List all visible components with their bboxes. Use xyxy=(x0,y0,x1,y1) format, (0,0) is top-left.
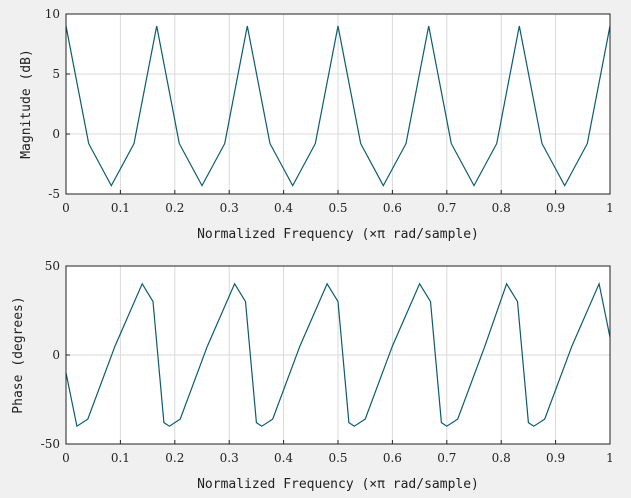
phase-y-axis-label: Phase (degrees) xyxy=(11,296,26,413)
phase-x-ticks: 0 0.1 0.2 0.3 0.4 0.5 0.6 0.7 0.8 0.9 1 xyxy=(62,440,614,465)
magnitude-series-line xyxy=(65,25,611,187)
x-tick-label: 0.2 xyxy=(165,201,184,215)
x-tick-label: 0.6 xyxy=(383,451,402,465)
x-tick-label: 0.2 xyxy=(165,451,184,465)
y-tick-label: -5 xyxy=(48,187,60,201)
phase-y-ticks: -50 0 50 xyxy=(41,259,70,451)
x-tick-label: 0.8 xyxy=(492,201,511,215)
x-tick-label: 0.3 xyxy=(220,201,239,215)
phase-series-line xyxy=(65,281,611,428)
x-tick-label: 0.6 xyxy=(383,201,402,215)
x-tick-label: 0.5 xyxy=(328,201,347,215)
x-tick-label: 0.1 xyxy=(111,201,130,215)
x-tick-label: 0.1 xyxy=(111,451,130,465)
magnitude-grid xyxy=(66,14,610,194)
x-tick-label: 0 xyxy=(62,451,70,465)
x-tick-label: 0 xyxy=(62,201,70,215)
y-tick-label: 5 xyxy=(52,67,60,81)
y-tick-label: 50 xyxy=(45,259,60,273)
y-tick-label: 0 xyxy=(52,348,60,362)
magnitude-y-axis-label: Magnitude (dB) xyxy=(19,49,34,159)
x-tick-label: 0.3 xyxy=(220,451,239,465)
x-tick-label: 0.9 xyxy=(546,201,565,215)
x-tick-label: 0.8 xyxy=(492,451,511,465)
phase-x-axis-label: Normalized Frequency (×π rad/sample) xyxy=(197,477,479,492)
x-tick-label: 0.4 xyxy=(274,451,293,465)
x-tick-label: 0.9 xyxy=(546,451,565,465)
x-tick-label: 0.7 xyxy=(437,201,456,215)
magnitude-x-ticks: 0 0.1 0.2 0.3 0.4 0.5 0.6 0.7 0.8 0.9 1 xyxy=(62,190,614,215)
x-tick-label: 1 xyxy=(606,201,614,215)
x-tick-label: 0.7 xyxy=(437,451,456,465)
x-tick-label: 0.5 xyxy=(328,451,347,465)
x-tick-label: 0.4 xyxy=(274,201,293,215)
y-tick-label: 0 xyxy=(52,127,60,141)
magnitude-y-ticks: -5 0 5 10 xyxy=(45,7,70,201)
y-tick-label: 10 xyxy=(45,7,60,21)
magnitude-x-axis-label: Normalized Frequency (×π rad/sample) xyxy=(197,227,479,242)
y-tick-label: -50 xyxy=(41,437,60,451)
x-tick-label: 1 xyxy=(606,451,614,465)
